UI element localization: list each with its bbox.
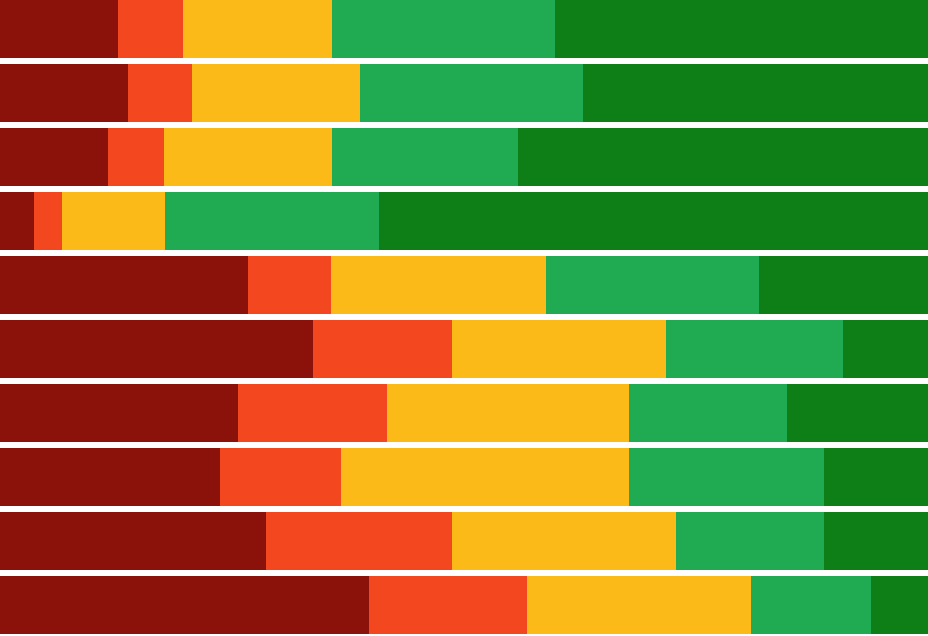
bar-row-10 bbox=[0, 576, 928, 634]
bar-segment-row10-series5 bbox=[871, 576, 928, 634]
bar-segment-row5-series3 bbox=[331, 256, 546, 314]
bar-segment-row10-series2 bbox=[369, 576, 527, 634]
bar-segment-row9-series2 bbox=[266, 512, 452, 570]
bar-segment-row7-series1 bbox=[0, 384, 238, 442]
bar-segment-row5-series4 bbox=[546, 256, 759, 314]
bar-row-8 bbox=[0, 448, 928, 506]
bar-segment-row3-series2 bbox=[108, 128, 164, 186]
bar-segment-row4-series4 bbox=[165, 192, 379, 250]
bar-segment-row9-series5 bbox=[824, 512, 928, 570]
bar-segment-row2-series5 bbox=[583, 64, 928, 122]
bar-segment-row9-series4 bbox=[676, 512, 824, 570]
bar-segment-row1-series5 bbox=[555, 0, 928, 58]
bar-segment-row1-series3 bbox=[183, 0, 332, 58]
bar-segment-row8-series3 bbox=[341, 448, 629, 506]
bar-segment-row8-series4 bbox=[629, 448, 824, 506]
bar-segment-row2-series4 bbox=[360, 64, 583, 122]
bar-segment-row6-series5 bbox=[843, 320, 928, 378]
bar-segment-row5-series1 bbox=[0, 256, 248, 314]
bar-segment-row9-series1 bbox=[0, 512, 266, 570]
bar-segment-row10-series1 bbox=[0, 576, 369, 634]
bar-segment-row1-series4 bbox=[332, 0, 555, 58]
bar-row-3 bbox=[0, 128, 928, 186]
bar-segment-row2-series1 bbox=[0, 64, 128, 122]
bar-segment-row7-series2 bbox=[238, 384, 387, 442]
bar-row-2 bbox=[0, 64, 928, 122]
bar-segment-row10-series3 bbox=[527, 576, 751, 634]
bar-segment-row3-series3 bbox=[164, 128, 332, 186]
bar-segment-row5-series5 bbox=[759, 256, 928, 314]
bar-segment-row6-series3 bbox=[452, 320, 666, 378]
bar-segment-row4-series3 bbox=[62, 192, 165, 250]
bar-segment-row8-series5 bbox=[824, 448, 928, 506]
bar-segment-row10-series4 bbox=[751, 576, 871, 634]
bar-row-9 bbox=[0, 512, 928, 570]
bar-segment-row1-series2 bbox=[118, 0, 183, 58]
bar-segment-row1-series1 bbox=[0, 0, 118, 58]
bar-row-1 bbox=[0, 0, 928, 58]
bar-segment-row7-series3 bbox=[387, 384, 629, 442]
bar-segment-row4-series2 bbox=[34, 192, 62, 250]
bar-segment-row3-series4 bbox=[332, 128, 518, 186]
bar-segment-row6-series2 bbox=[313, 320, 452, 378]
bar-segment-row3-series5 bbox=[518, 128, 928, 186]
bar-segment-row2-series2 bbox=[128, 64, 192, 122]
bar-segment-row8-series2 bbox=[220, 448, 341, 506]
bar-segment-row3-series1 bbox=[0, 128, 108, 186]
bar-row-4 bbox=[0, 192, 928, 250]
bar-segment-row7-series4 bbox=[629, 384, 787, 442]
bar-row-5 bbox=[0, 256, 928, 314]
bar-row-7 bbox=[0, 384, 928, 442]
bar-segment-row9-series3 bbox=[452, 512, 676, 570]
bar-segment-row8-series1 bbox=[0, 448, 220, 506]
bar-segment-row4-series5 bbox=[379, 192, 928, 250]
bar-segment-row6-series4 bbox=[666, 320, 843, 378]
bar-segment-row4-series1 bbox=[0, 192, 34, 250]
bar-segment-row5-series2 bbox=[248, 256, 331, 314]
bar-row-6 bbox=[0, 320, 928, 378]
bar-segment-row7-series5 bbox=[787, 384, 928, 442]
bar-segment-row6-series1 bbox=[0, 320, 313, 378]
bar-segment-row2-series3 bbox=[192, 64, 360, 122]
